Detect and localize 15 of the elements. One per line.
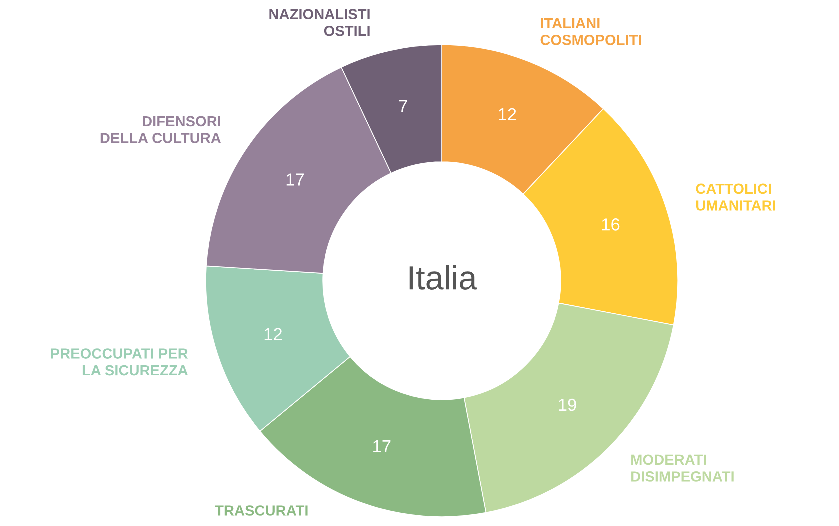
data-label: 17: [286, 174, 304, 186]
data-label: 12: [499, 108, 516, 120]
data-label: 12: [264, 328, 282, 340]
data-label: 16: [602, 218, 620, 231]
slice-label: PREOCCUPATI PER LA SICUREZZA: [51, 348, 188, 376]
data-label: 17: [374, 440, 391, 452]
text: Italia: [410, 265, 478, 290]
data-label: 7: [399, 100, 408, 112]
slice-label: CATTOLICI UMANITARI: [696, 184, 776, 211]
slice-label: NAZIONALISTI OSTILI: [270, 9, 370, 36]
slice-label: MODERATI DISIMPEGNATI: [632, 454, 734, 482]
slice-label: TRASCURATI: [215, 506, 308, 516]
slice-label: DIFENSORI DELLA CULTURA: [100, 116, 222, 144]
data-label: 19: [559, 398, 576, 412]
slice-label: ITALIANI COSMOPOLITI: [540, 18, 642, 46]
